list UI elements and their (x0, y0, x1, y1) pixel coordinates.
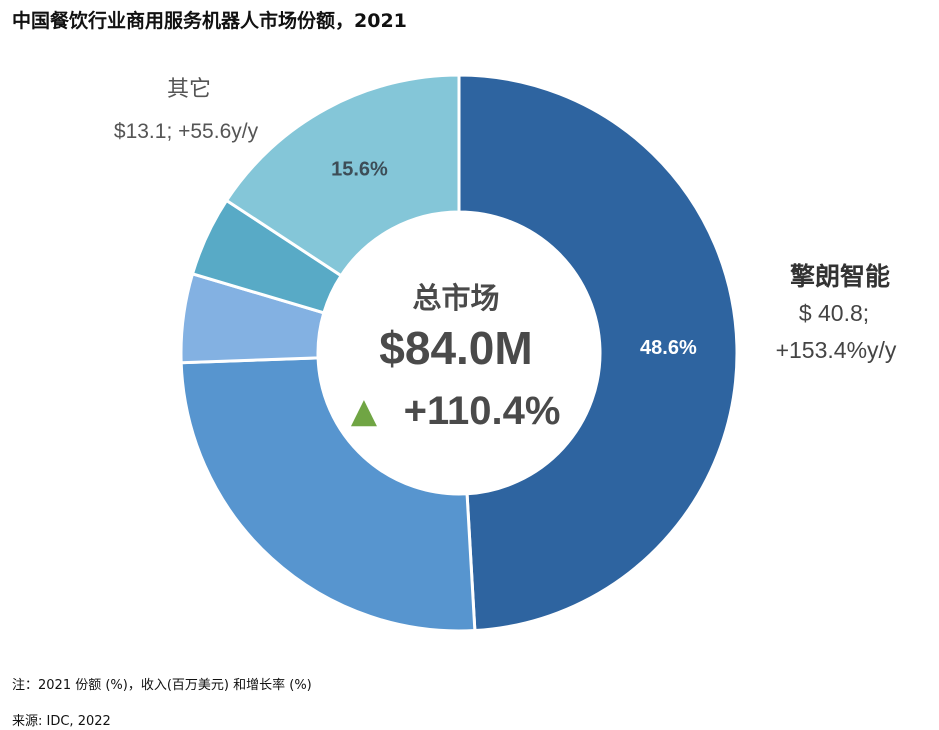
center-growth: +110.4% (404, 389, 561, 433)
growth-up-arrow-icon: ▲ (351, 391, 378, 431)
donut-slice-2 (179, 356, 477, 633)
leader-name: 擎朗智能 (790, 262, 890, 291)
donut-slices (179, 73, 739, 633)
slice-label-5: 15.6% (331, 159, 388, 181)
slice-label-1: 48.6% (640, 337, 697, 359)
center-total: $84.0M (379, 322, 532, 374)
slice-labels: 48.6% 15.6% (331, 159, 697, 359)
leader-growth: +153.4%y/y (776, 337, 897, 363)
center-label: 总市场 (412, 281, 499, 315)
donut-chart: 48.6% 15.6% 总市场 $84.0M ▲ +110.4% 擎朗智能 $ 4… (114, 73, 897, 633)
donut-slice-1 (457, 73, 739, 633)
footnote: 注：2021 份额 (%)，收入(百万美元) 和增长率 (%) (12, 678, 312, 693)
others-value: $13.1; +55.6y/y (114, 120, 259, 143)
chart-title: 中国餐饮行业商用服务机器人市场份额，2021 (12, 10, 407, 32)
others-name: 其它 (167, 77, 211, 102)
donut-slice-5 (224, 73, 461, 278)
leader-value: $ 40.8; (799, 300, 869, 326)
source-line: 来源: IDC, 2022 (12, 714, 111, 729)
